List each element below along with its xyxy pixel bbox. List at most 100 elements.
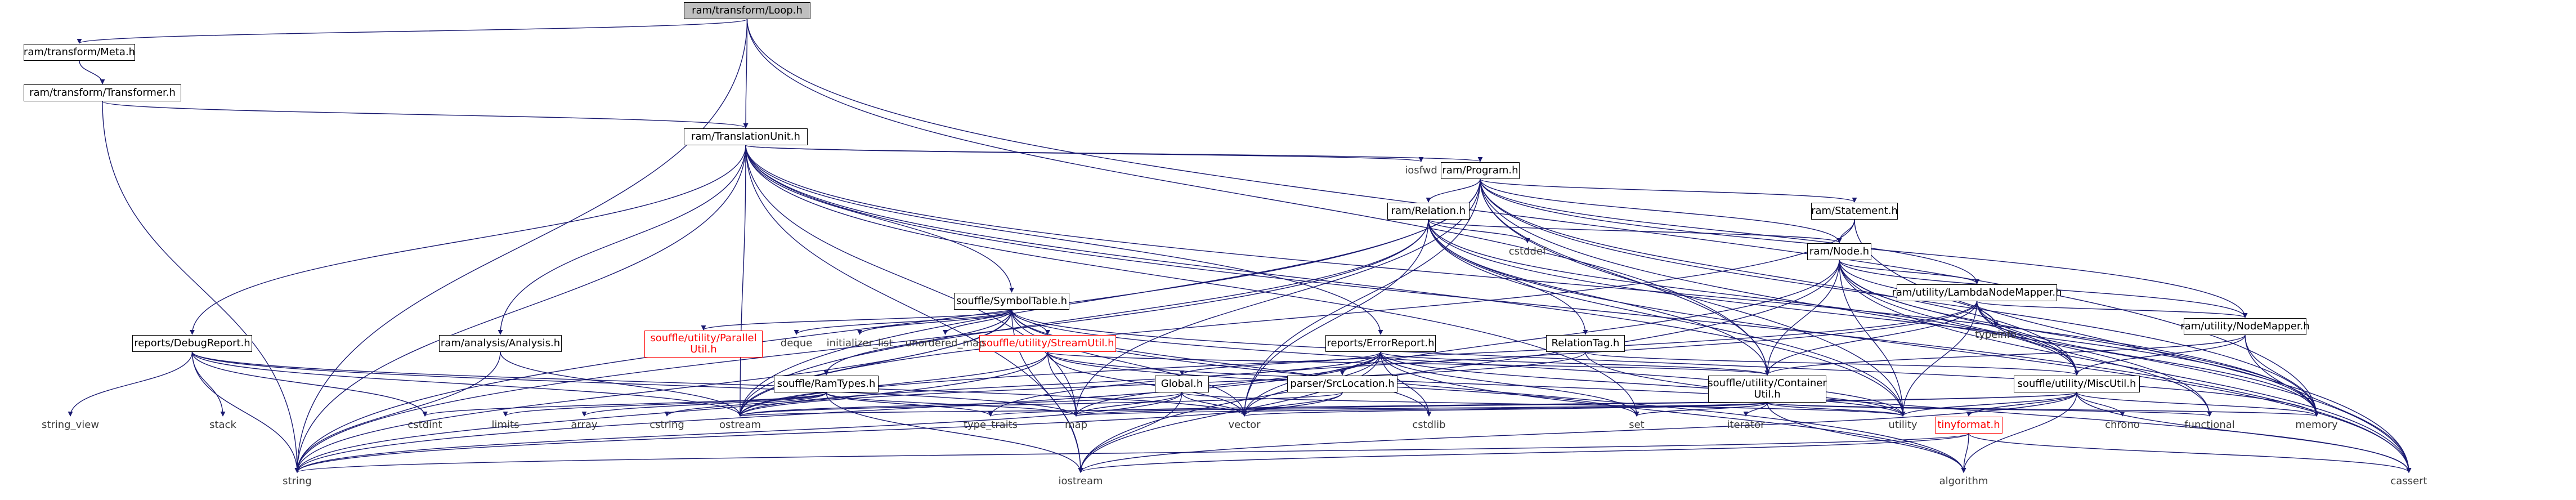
node-ram-transform-transformer-h[interactable]: ram/transform/Transformer.h <box>24 84 181 101</box>
edge-ramtypes-to-cstdint <box>422 392 827 417</box>
node-souffle-ramtypes-h[interactable]: souffle/RamTypes.h <box>774 376 879 392</box>
node-utility[interactable]: utility <box>1885 417 1920 434</box>
edge-misc-to-memory <box>2076 392 2319 417</box>
node-iosfwd[interactable]: iosfwd <box>1404 162 1438 179</box>
node-ram-node-h[interactable]: ram/Node.h <box>1807 243 1871 260</box>
node-type-traits[interactable]: type_traits <box>962 417 1019 434</box>
node-algorithm[interactable]: algorithm <box>1939 473 1988 490</box>
node-ram-transform-meta-h[interactable]: ram/transform/Meta.h <box>24 44 135 61</box>
node-label: cstdlib <box>1412 419 1446 431</box>
node-label: parser/SrcLocation.h <box>1290 378 1395 390</box>
node-souffle-utility-streamutil-h[interactable]: souffle/utility/StreamUtil.h <box>979 335 1116 352</box>
edge-tu-to-analysis <box>498 145 746 335</box>
node-souffle-utility-containerutil-h[interactable]: souffle/utility/Container Util.h <box>1708 376 1827 403</box>
edge-debug-to-stack <box>191 351 226 417</box>
node-cstdlib[interactable]: cstdlib <box>1410 417 1448 434</box>
node-parser-srclocation-h[interactable]: parser/SrcLocation.h <box>1287 376 1397 392</box>
node-cstring[interactable]: cstring <box>647 417 687 434</box>
node-unordered-map[interactable]: unordered_map <box>906 335 985 352</box>
node-label: limits <box>491 419 519 431</box>
edge-srcloc-to-ostream <box>737 392 1343 417</box>
edge-lambda-to-typeinfo <box>1976 301 1999 327</box>
node-functional[interactable]: functional <box>2184 417 2235 434</box>
node-label: RelationTag.h <box>1551 337 1620 349</box>
edge-ramtypes-to-array <box>581 392 827 417</box>
node-vector[interactable]: vector <box>1227 417 1262 434</box>
node-limits[interactable]: limits <box>490 417 521 434</box>
node-global-h[interactable]: Global.h <box>1155 376 1209 392</box>
edge-container-to-utility <box>1767 402 1906 417</box>
edge-stream-to-utility <box>1047 351 1906 417</box>
node-cstddef[interactable]: cstddef <box>1507 243 1548 260</box>
node-chrono[interactable]: chrono <box>2105 417 2140 434</box>
edge-global-to-string <box>294 392 1182 473</box>
node-souffle-utility-parallelutil-h[interactable]: souffle/utility/Parallel Util.h <box>644 331 763 358</box>
node-reports-errorreport-h[interactable]: reports/ErrorReport.h <box>1325 335 1436 352</box>
node-label: ram/transform/Loop.h <box>692 5 803 16</box>
node-relationtag-h[interactable]: RelationTag.h <box>1546 335 1625 352</box>
edge-symtab-to-deque <box>794 309 1013 335</box>
node-set[interactable]: set <box>1625 417 1648 434</box>
edge-tu-to-utility <box>745 145 1906 417</box>
node-iostream[interactable]: iostream <box>1058 473 1103 490</box>
node-stack[interactable]: stack <box>207 417 239 434</box>
edge-stream-to-vector <box>1047 351 1247 417</box>
node-initializer-list[interactable]: initializer_list <box>819 335 901 352</box>
edge-errrep-to-container <box>1380 351 1770 376</box>
node-ram-program-h[interactable]: ram/Program.h <box>1441 162 1520 179</box>
edge-symtab-to-ostream <box>737 309 1013 417</box>
edge-analysis-to-string <box>294 351 501 473</box>
edge-stream-to-string <box>294 351 1049 473</box>
edge-errrep-to-algorithm <box>1380 351 1966 473</box>
node-iterator[interactable]: iterator <box>1725 417 1767 434</box>
node-ostream[interactable]: ostream <box>719 417 761 434</box>
edge-program-to-string <box>294 178 1481 473</box>
edge-debug-to-string_view <box>68 351 193 417</box>
edge-loop-to-memory <box>746 19 2319 417</box>
node-ram-utility-nodemapper-h[interactable]: ram/utility/NodeMapper.h <box>2180 318 2310 335</box>
edge-ramtypes-to-cstring <box>664 392 827 417</box>
node-label: tinyformat.h <box>1937 419 2000 431</box>
edge-lambda-to-functional <box>1976 301 2212 417</box>
edge-nodemapper-to-memory <box>2245 334 2319 417</box>
edge-statement-to-cassert <box>1854 219 2412 473</box>
edge-program-to-ostream <box>737 178 1481 417</box>
edge-symtab-to-utility <box>1011 309 1906 417</box>
node-string[interactable]: string <box>281 473 313 490</box>
node-array[interactable]: array <box>568 417 600 434</box>
node-label: Global.h <box>1161 378 1203 390</box>
edge-ramtypes-to-iostream <box>826 392 1083 473</box>
edge-stream-to-ostream <box>737 351 1049 417</box>
node-label: string <box>283 475 312 487</box>
node-label: ostream <box>719 419 761 431</box>
node-ram-statement-h[interactable]: ram/Statement.h <box>1811 203 1898 220</box>
edge-symtab-to-parallel <box>701 309 1013 331</box>
edge-loop-to-string <box>294 19 748 473</box>
node-cstdint[interactable]: cstdint <box>405 417 445 434</box>
node-ram-analysis-analysis-h[interactable]: ram/analysis/Analysis.h <box>439 335 562 352</box>
node-ram-translationunit-h[interactable]: ram/TranslationUnit.h <box>684 128 808 145</box>
edge-relation-to-string <box>294 219 1429 473</box>
node-string-view[interactable]: string_view <box>39 417 101 434</box>
node-tinyformat-h[interactable]: tinyformat.h <box>1935 417 2002 434</box>
node-typeinfo[interactable]: typeinfo <box>1974 327 2017 343</box>
node-label: deque <box>780 337 813 349</box>
edge-nodemapper-to-container <box>1764 334 2246 376</box>
edge-container-to-algorithm <box>1767 402 1966 473</box>
node-ram-transform-loop-h[interactable]: ram/transform/Loop.h <box>684 2 810 19</box>
node-ram-utility-lambdanodemapper-h[interactable]: ram/utility/LambdaNodeMapper.h <box>1892 284 2062 301</box>
node-cassert[interactable]: cassert <box>2389 473 2429 490</box>
node-reports-debugreport-h[interactable]: reports/DebugReport.h <box>132 335 252 352</box>
edge-program-to-lambda <box>1480 178 1979 284</box>
edge-tu-to-set <box>745 145 1639 417</box>
edge-container-to-ostream <box>738 402 1768 417</box>
node-souffle-symboltable-h[interactable]: souffle/SymbolTable.h <box>954 293 1069 310</box>
node-map[interactable]: map <box>1064 417 1088 434</box>
node-ram-relation-h[interactable]: ram/Relation.h <box>1387 203 1470 220</box>
node-memory[interactable]: memory <box>2295 417 2337 434</box>
node-souffle-utility-miscutil-h[interactable]: souffle/utility/MiscUtil.h <box>2014 376 2140 392</box>
node-label: cstddef <box>1508 245 1547 257</box>
edge-relation-to-node <box>1428 219 1842 243</box>
node-deque[interactable]: deque <box>779 335 813 352</box>
